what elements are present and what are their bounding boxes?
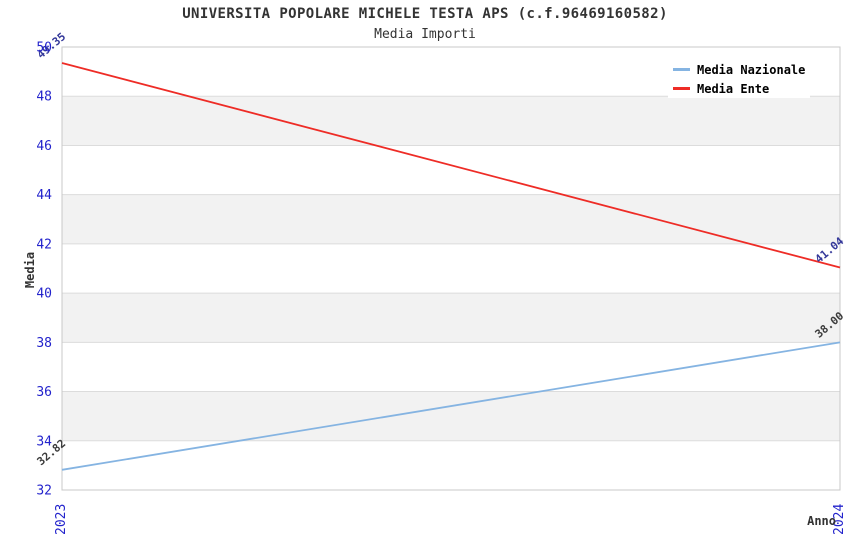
legend-line-swatch-media-ente bbox=[673, 87, 690, 90]
y-tick-label: 42 bbox=[36, 237, 52, 252]
legend-item-media-nazionale: Media Nazionale bbox=[673, 60, 810, 79]
plot-band bbox=[62, 194, 840, 244]
y-tick-label: 48 bbox=[36, 90, 52, 105]
x-tick-label: 2023 bbox=[54, 504, 69, 535]
plot-band bbox=[62, 243, 840, 294]
legend-line-swatch-media-nazionale bbox=[673, 68, 690, 71]
plot-band bbox=[62, 342, 840, 392]
plot-border bbox=[61, 46, 841, 491]
y-tick-label: 50 bbox=[36, 41, 52, 56]
legend: Media Nazionale Media Ente bbox=[668, 52, 810, 98]
plot-band bbox=[62, 391, 840, 441]
y-tick-label: 38 bbox=[36, 336, 52, 351]
plot-band bbox=[62, 96, 840, 146]
plot-band bbox=[62, 293, 840, 343]
legend-label-media-nazionale: Media Nazionale bbox=[697, 62, 806, 77]
plot-band bbox=[62, 145, 840, 195]
y-tick-label: 36 bbox=[36, 385, 52, 400]
y-tick-label: 46 bbox=[36, 139, 52, 154]
legend-label-media-ente: Media Ente bbox=[697, 81, 770, 96]
y-tick-label: 44 bbox=[36, 188, 52, 203]
legend-item-media-ente: Media Ente bbox=[673, 79, 810, 98]
chart-subtitle: Media Importi bbox=[374, 27, 476, 42]
series-line-media-nazionale bbox=[61, 341, 841, 471]
y-tick-label: 40 bbox=[36, 287, 52, 302]
plot-band bbox=[62, 440, 840, 490]
y-tick-label: 34 bbox=[36, 434, 52, 449]
y-tick-label: 32 bbox=[36, 484, 52, 499]
x-tick-label: 2024 bbox=[832, 504, 847, 535]
chart-title: UNIVERSITA POPOLARE MICHELE TESTA APS (c… bbox=[182, 6, 668, 22]
x-axis-title: Anno bbox=[807, 514, 836, 528]
series-line-media-ente bbox=[61, 62, 841, 269]
y-axis-title: Media bbox=[23, 251, 37, 289]
